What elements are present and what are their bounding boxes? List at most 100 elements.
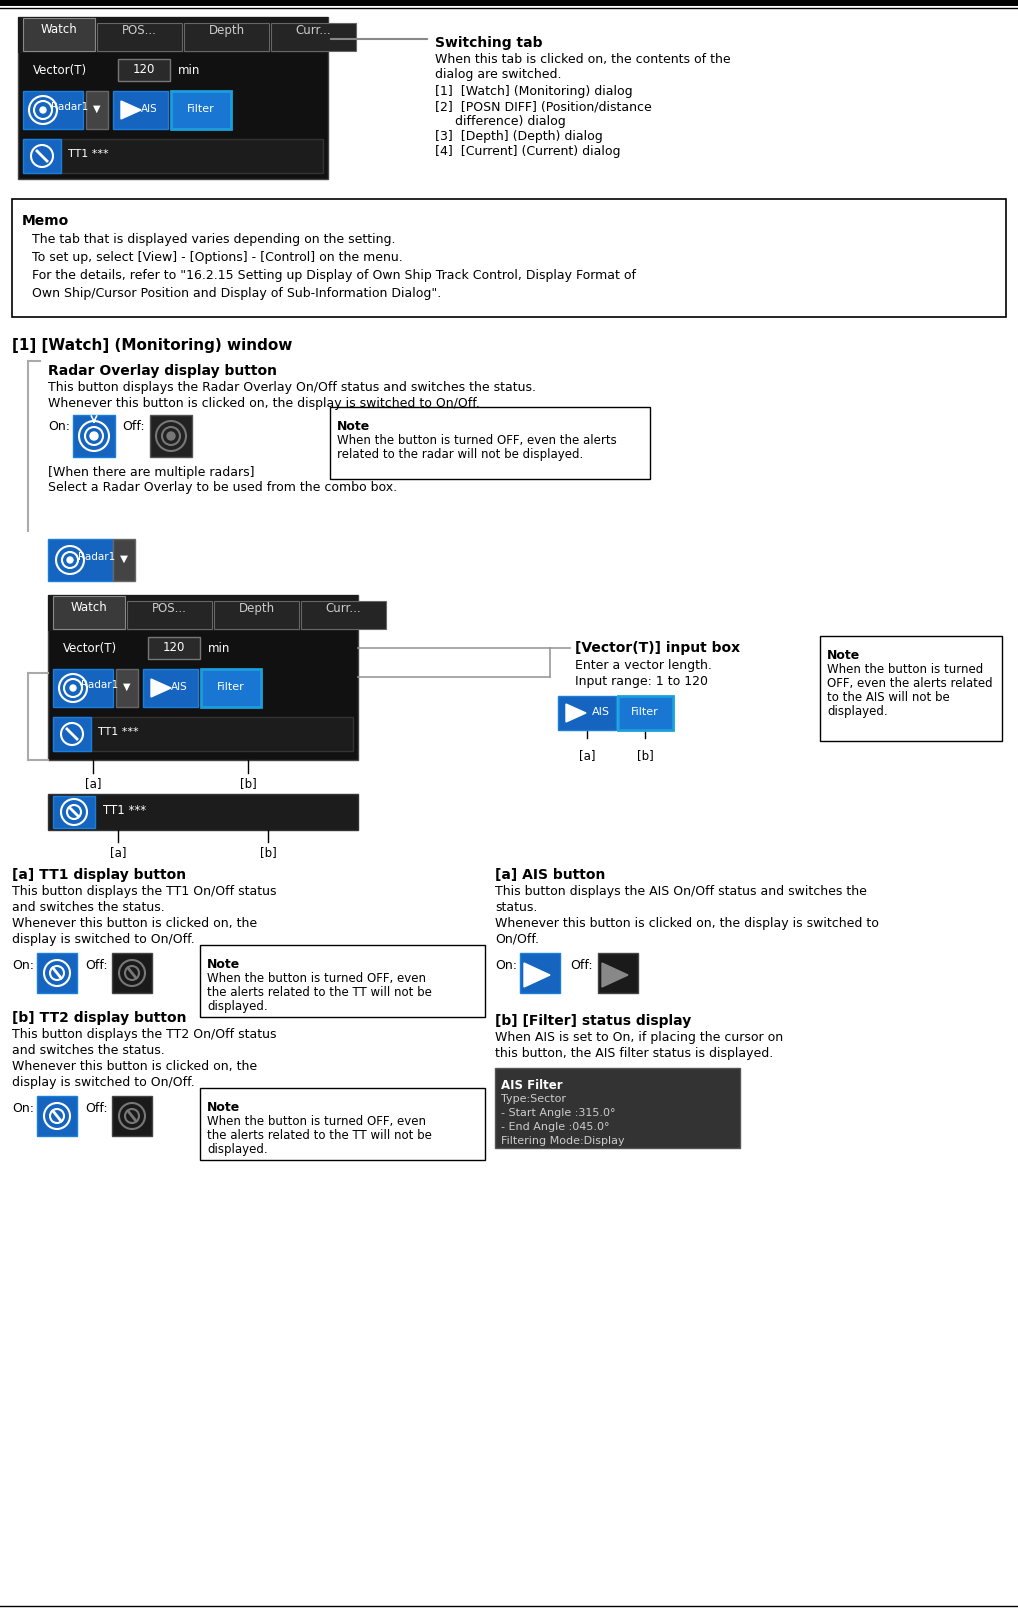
- Text: [b]: [b]: [260, 846, 276, 859]
- Text: When the button is turned OFF, even: When the button is turned OFF, even: [207, 1114, 426, 1127]
- Text: [a]: [a]: [579, 749, 596, 762]
- Text: When the button is turned: When the button is turned: [827, 663, 983, 676]
- Bar: [18, 18, 328, 179]
- Text: Switching tab: Switching tab: [435, 36, 543, 50]
- Text: displayed.: displayed.: [827, 705, 888, 718]
- Text: POS...: POS...: [122, 24, 157, 37]
- Text: Whenever this button is clicked on, the display is switched to: Whenever this button is clicked on, the …: [495, 917, 879, 930]
- Text: Note: Note: [337, 420, 371, 433]
- Polygon shape: [524, 964, 550, 988]
- Text: This button displays the TT1 On/Off status: This button displays the TT1 On/Off stat…: [12, 884, 277, 897]
- Text: [2]  [POSN DIFF] (Position/distance: [2] [POSN DIFF] (Position/distance: [435, 100, 652, 113]
- Text: Input range: 1 to 120: Input range: 1 to 120: [575, 675, 708, 688]
- Text: Radar1: Radar1: [51, 102, 89, 111]
- Text: Note: Note: [207, 1101, 240, 1114]
- Bar: [37, 954, 77, 993]
- Bar: [18, 18, 328, 53]
- Text: [a]: [a]: [110, 846, 126, 859]
- Bar: [23, 140, 61, 174]
- Bar: [200, 1088, 485, 1160]
- Text: AIS: AIS: [171, 681, 187, 691]
- Bar: [113, 539, 135, 581]
- Bar: [48, 596, 358, 631]
- Text: AIS: AIS: [142, 103, 158, 115]
- Text: AIS: AIS: [592, 707, 610, 717]
- Text: difference) dialog: difference) dialog: [455, 115, 566, 128]
- Bar: [301, 602, 386, 629]
- Bar: [598, 954, 638, 993]
- Text: ▼: ▼: [123, 681, 130, 691]
- Bar: [148, 638, 200, 660]
- Text: [a]: [a]: [84, 776, 101, 789]
- Polygon shape: [602, 964, 628, 988]
- Text: displayed.: displayed.: [207, 1143, 268, 1156]
- Text: Off:: Off:: [84, 959, 108, 972]
- Text: Radar1: Radar1: [78, 552, 115, 562]
- Text: Off:: Off:: [570, 959, 592, 972]
- Text: - End Angle :045.0°: - End Angle :045.0°: [501, 1122, 610, 1131]
- Bar: [330, 408, 651, 479]
- Bar: [48, 794, 358, 831]
- Bar: [150, 416, 192, 458]
- Text: [When there are multiple radars]: [When there are multiple radars]: [48, 466, 255, 479]
- Bar: [116, 670, 138, 707]
- Text: AIS Filter: AIS Filter: [501, 1078, 563, 1091]
- Bar: [112, 1096, 152, 1136]
- Text: Off:: Off:: [84, 1101, 108, 1114]
- Text: Whenever this button is clicked on, the: Whenever this button is clicked on, the: [12, 1059, 258, 1072]
- Bar: [37, 1096, 77, 1136]
- Text: Whenever this button is clicked on, the display is switched to On/Off.: Whenever this button is clicked on, the …: [48, 397, 479, 410]
- Text: This button displays the AIS On/Off status and switches the: This button displays the AIS On/Off stat…: [495, 884, 867, 897]
- Text: POS...: POS...: [152, 602, 187, 615]
- Text: [Vector(T)] input box: [Vector(T)] input box: [575, 641, 740, 655]
- Bar: [48, 596, 358, 760]
- Bar: [23, 140, 323, 174]
- Text: On:: On:: [12, 959, 34, 972]
- Text: OFF, even the alerts related: OFF, even the alerts related: [827, 676, 993, 689]
- Text: Memo: Memo: [22, 215, 69, 228]
- Text: This button displays the Radar Overlay On/Off status and switches the status.: This button displays the Radar Overlay O…: [48, 381, 536, 394]
- Bar: [86, 92, 108, 129]
- Text: Watch: Watch: [41, 23, 77, 36]
- Bar: [143, 670, 197, 707]
- Text: [1]  [Watch] (Monitoring) dialog: [1] [Watch] (Monitoring) dialog: [435, 86, 632, 98]
- Bar: [53, 796, 95, 828]
- Text: When AIS is set to On, if placing the cursor on: When AIS is set to On, if placing the cu…: [495, 1030, 783, 1043]
- Text: On/Off.: On/Off.: [495, 933, 539, 946]
- Text: to the AIS will not be: to the AIS will not be: [827, 691, 950, 704]
- Text: Curr...: Curr...: [326, 602, 361, 615]
- Text: Filter: Filter: [217, 681, 245, 691]
- Text: To set up, select [View] - [Options] - [Control] on the menu.: To set up, select [View] - [Options] - […: [32, 250, 403, 263]
- Bar: [23, 19, 95, 52]
- Text: this button, the AIS filter status is displayed.: this button, the AIS filter status is di…: [495, 1046, 774, 1059]
- Bar: [495, 1068, 740, 1148]
- Text: the alerts related to the TT will not be: the alerts related to the TT will not be: [207, 1128, 432, 1141]
- Text: Curr...: Curr...: [295, 24, 331, 37]
- Text: Type:Sector: Type:Sector: [501, 1093, 566, 1104]
- Bar: [271, 24, 356, 52]
- Text: TT1 ***: TT1 ***: [103, 804, 147, 817]
- Bar: [558, 697, 616, 731]
- Text: Enter a vector length.: Enter a vector length.: [575, 659, 712, 671]
- Bar: [618, 697, 673, 731]
- Bar: [184, 24, 269, 52]
- Text: This button displays the TT2 On/Off status: This button displays the TT2 On/Off stat…: [12, 1028, 277, 1041]
- Text: ▼: ▼: [120, 554, 128, 563]
- Bar: [73, 416, 115, 458]
- Polygon shape: [151, 679, 171, 697]
- Text: [a] AIS button: [a] AIS button: [495, 867, 606, 881]
- Text: min: min: [178, 65, 201, 77]
- Text: related to the radar will not be displayed.: related to the radar will not be display…: [337, 447, 583, 460]
- Circle shape: [67, 558, 73, 563]
- Text: [b]: [b]: [239, 776, 257, 789]
- Bar: [201, 670, 261, 707]
- Text: Radar Overlay display button: Radar Overlay display button: [48, 363, 277, 378]
- Circle shape: [167, 433, 175, 441]
- Text: 120: 120: [132, 63, 155, 76]
- Polygon shape: [566, 705, 586, 723]
- Text: Filter: Filter: [631, 707, 659, 717]
- Text: Depth: Depth: [238, 602, 275, 615]
- Bar: [12, 200, 1006, 318]
- Text: [b] TT2 display button: [b] TT2 display button: [12, 1010, 186, 1025]
- Text: Own Ship/Cursor Position and Display of Sub-Information Dialog".: Own Ship/Cursor Position and Display of …: [32, 287, 441, 300]
